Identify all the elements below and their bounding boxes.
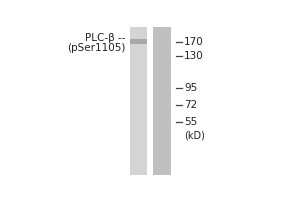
Text: 130: 130 bbox=[184, 51, 204, 61]
Bar bbox=[130, 27, 147, 175]
Text: (kD): (kD) bbox=[184, 131, 205, 141]
Bar bbox=[153, 27, 171, 175]
Text: 170: 170 bbox=[184, 37, 204, 47]
Bar bbox=[130, 39, 147, 44]
Text: 95: 95 bbox=[184, 83, 197, 93]
Text: PLC-β --: PLC-β -- bbox=[85, 33, 126, 43]
Text: 55: 55 bbox=[184, 117, 197, 127]
Text: (pSer1105): (pSer1105) bbox=[68, 43, 126, 53]
Text: 72: 72 bbox=[184, 100, 197, 110]
